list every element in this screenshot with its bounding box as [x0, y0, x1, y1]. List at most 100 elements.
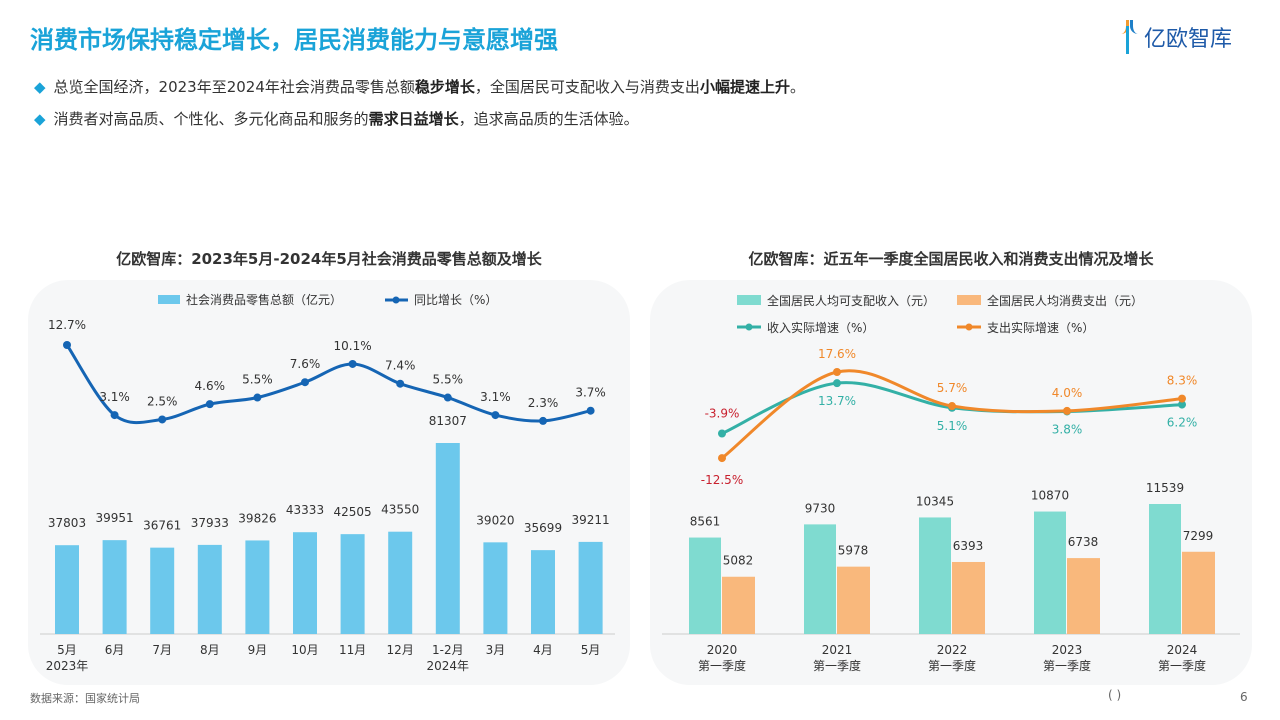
line-point — [301, 378, 309, 387]
bullet-text: 。 — [789, 78, 805, 96]
legend-label: 同比增长（%） — [414, 293, 497, 307]
income-bar — [919, 517, 951, 634]
bar-value-label: 7299 — [1183, 529, 1214, 543]
x-tick-label: 2024 — [1167, 643, 1198, 657]
line-value-label: 3.8% — [1052, 422, 1083, 436]
logo-text: 亿欧智库 — [1144, 27, 1233, 52]
line-point — [158, 415, 167, 424]
line-value-label: 17.6% — [818, 347, 856, 361]
legend-marker — [745, 323, 753, 331]
bar-value-label: 42505 — [334, 505, 372, 519]
line-point — [348, 359, 357, 368]
bar — [340, 534, 365, 634]
bar — [55, 545, 79, 634]
bar — [197, 544, 222, 634]
line-value-label: 4.6% — [195, 379, 226, 393]
bar — [245, 540, 270, 634]
x-tick-label: 12月 — [387, 643, 414, 657]
line-value-label: 6.2% — [1167, 416, 1198, 430]
spend-bar — [1182, 551, 1215, 634]
bullet-1: ◆ 总览全国经济，2023年至2024年社会消费品零售总额稳步增长，全国居民可支配… — [34, 76, 805, 97]
bar-value-label: 39826 — [238, 511, 276, 525]
diamond-icon: ◆ — [34, 78, 46, 96]
legend-label: 收入实际增速（%） — [767, 320, 874, 335]
bullet-text: 需求日益增长 — [368, 110, 459, 128]
x-tick-label: 8月 — [200, 643, 220, 657]
left-chart-panel — [28, 280, 630, 685]
x-tick-label: 10月 — [291, 643, 318, 657]
bar-value-label: 39020 — [476, 513, 514, 527]
bar — [435, 443, 460, 634]
footer-parens: ( ) — [1108, 688, 1122, 702]
legend-label: 全国居民人均消费支出（元） — [987, 293, 1143, 308]
line-value-label: 7.6% — [290, 357, 321, 371]
x-tick-label: 2023 — [1052, 643, 1083, 657]
bar-value-label: 8561 — [690, 515, 721, 529]
x-tick-label: 5月 — [57, 643, 77, 657]
line-value-label: 3.7% — [575, 386, 606, 400]
bullet-text: ，全国居民可支配收入与消费支出 — [474, 78, 700, 96]
bullet-2: ◆ 消费者对高品质、个性化、多元化商品和服务的需求日益增长，追求高品质的生活体验。 — [34, 108, 639, 129]
bar — [578, 541, 603, 634]
income-bar — [804, 524, 836, 634]
bar-value-label: 39951 — [96, 511, 134, 525]
x-tick-label: 3月 — [486, 643, 506, 657]
x-tick-label: 6月 — [105, 643, 125, 657]
logo-icon — [1118, 20, 1140, 54]
line-point — [205, 400, 214, 409]
bullet-text: 总览全国经济，2023年至2024年社会消费品零售总额 — [53, 78, 415, 96]
bar-value-label: 10345 — [916, 494, 954, 508]
spend-bar — [722, 576, 755, 634]
line-point — [396, 379, 405, 388]
x-tick-label: 5月 — [581, 643, 601, 657]
line-point — [948, 402, 956, 411]
spend-bar — [1067, 558, 1100, 634]
bar — [102, 540, 127, 634]
spend-growth-line — [721, 369, 1183, 460]
income-bar — [1149, 504, 1181, 634]
line-value-label: 12.7% — [48, 318, 86, 332]
line-value-label: -12.5% — [701, 473, 743, 487]
line-point — [539, 416, 547, 425]
x-tick-label: 7月 — [152, 643, 172, 657]
bullet-text: 稳步增长 — [414, 78, 475, 96]
x-tick-label: 2021 — [822, 643, 853, 657]
logo: 亿欧智库 — [1118, 20, 1232, 54]
bar-value-label: 11539 — [1146, 481, 1184, 495]
diamond-icon: ◆ — [34, 110, 46, 128]
line-value-label: 5.1% — [937, 419, 968, 433]
bar — [531, 550, 555, 634]
line-value-label: 4.0% — [1052, 386, 1083, 400]
line-value-label: 5.5% — [242, 373, 273, 387]
legend-label: 全国居民人均可支配收入（元） — [767, 293, 935, 308]
bar-value-label: 35699 — [524, 521, 562, 535]
bar-value-label: 6393 — [953, 539, 984, 553]
line-point — [1063, 406, 1071, 415]
left-chart-title: 亿欧智库：2023年5月-2024年5月社会消费品零售总额及增长 — [116, 250, 542, 268]
x-tick-label: 2022 — [937, 643, 968, 657]
line-point — [833, 368, 841, 376]
bar — [388, 531, 413, 634]
income-bar — [689, 537, 721, 634]
bar-value-label: 43550 — [381, 503, 419, 517]
page-title: 消费市场保持稳定增长，居民消费能力与意愿增强 — [30, 26, 558, 54]
legend-marker — [392, 296, 400, 304]
spend-bar — [837, 566, 870, 634]
bullet-text: 小幅提速上升 — [699, 78, 790, 96]
bar — [150, 547, 175, 634]
line-point — [443, 393, 452, 402]
x-tick-label: 4月 — [533, 643, 553, 657]
bar-value-label: 6738 — [1068, 535, 1099, 549]
bar-value-label: 36761 — [143, 519, 181, 533]
legend-label: 支出实际增速（%） — [987, 320, 1094, 335]
line-value-label: 3.1% — [99, 390, 130, 404]
line-point — [718, 429, 726, 438]
bar-value-label: 9730 — [805, 501, 836, 515]
data-source: 数据来源：国家统计局 — [30, 692, 140, 705]
line-value-label: 8.3% — [1167, 374, 1198, 388]
bar-value-label: 37933 — [191, 516, 229, 530]
line-point — [586, 406, 595, 415]
bar — [293, 532, 317, 634]
x-tick-label: 第一季度 — [1043, 658, 1091, 673]
